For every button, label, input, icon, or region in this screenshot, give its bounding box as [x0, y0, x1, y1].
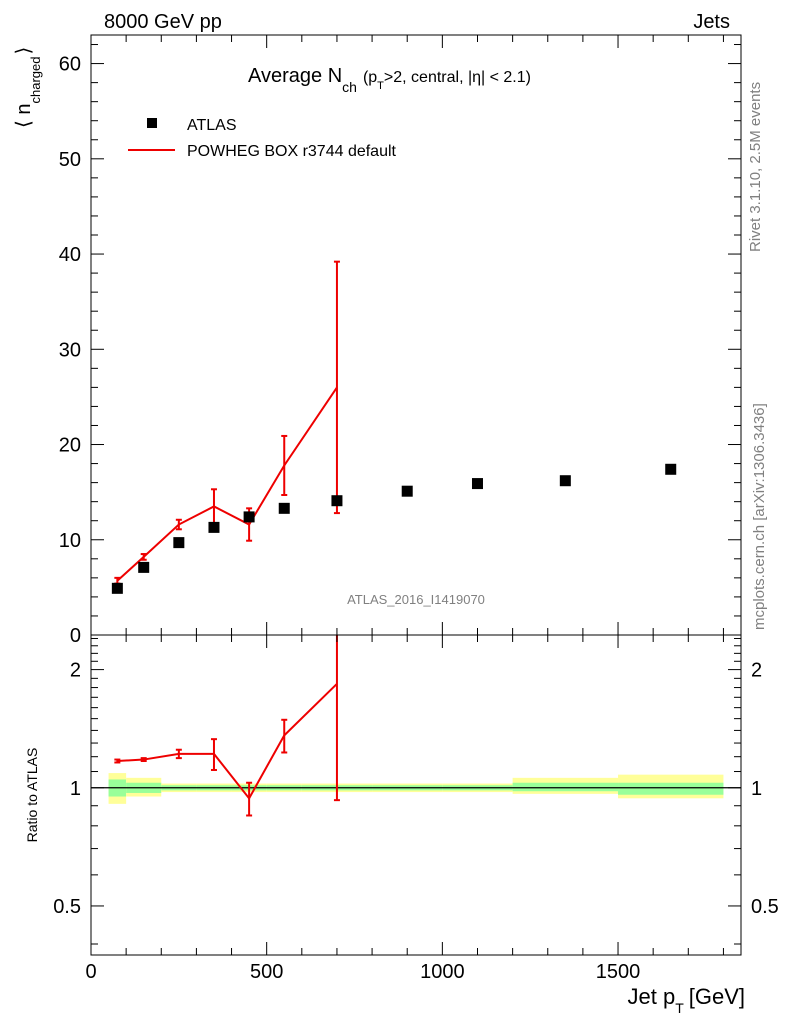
data-point: [208, 521, 220, 533]
ratio-y-tick-label: 1: [70, 778, 81, 800]
ratio-x-tick-label: 500: [250, 961, 283, 983]
ratio-panel: 0.5 0.5 1 1 2 2 0 500 1000 1500 Ratio to ATLAS J…: [24, 634, 779, 1016]
data-point: [173, 537, 185, 549]
main-y-tick-label: 0: [70, 625, 81, 647]
title-subscript: ch: [342, 79, 357, 95]
ylabel-subscript: charged: [28, 57, 43, 104]
ratio-y-tick-label: 2: [70, 660, 81, 682]
legend-data-label: ATLAS: [187, 117, 237, 134]
data-point: [331, 495, 343, 507]
ratio-y-tick-label-right: 0.5: [751, 896, 779, 918]
title-rest-tail: >2, central, |η| < 2.1): [384, 69, 531, 86]
main-mc-series: [114, 260, 340, 585]
xlabel-subscript: T: [675, 1000, 684, 1016]
header-process-label: Jets: [693, 11, 730, 33]
ylabel-main: ⟨ n: [13, 104, 35, 128]
main-y-axis-label: ⟨ ncharged ⟩: [13, 47, 43, 128]
data-point: [243, 511, 255, 523]
main-y-tick-label: 40: [59, 244, 81, 266]
rivet-version-label: Rivet 3.1.10, 2.5M events: [747, 82, 764, 252]
ratio-uncertainty-bands: [108, 773, 724, 804]
main-x-ticks: [90, 35, 724, 635]
data-point: [278, 502, 290, 514]
main-y-tick-label: 10: [59, 530, 81, 552]
title-rest-subscript: T: [377, 80, 384, 92]
ratio-y-axis: 0.5 0.5 1 1 2 2: [53, 638, 779, 945]
xlabel-main: Jet p: [627, 984, 675, 1009]
data-point: [111, 582, 123, 594]
ratio-x-tick-label: 1500: [596, 961, 641, 983]
ratio-mc-series: [114, 635, 340, 817]
xlabel-unit: [GeV]: [689, 984, 745, 1009]
title-rest: (p: [363, 69, 377, 86]
ratio-x-axis: 0 500 1000 1500: [85, 635, 724, 983]
main-y-tick-label: 60: [59, 54, 81, 76]
main-y-axis: 0 10 20 30 40 50 60: [59, 44, 741, 647]
mcplots-reference-label: mcplots.cern.ch [arXiv:1306.3436]: [751, 403, 768, 630]
ratio-x-tick-label: 0: [85, 961, 96, 983]
main-plot-title: Average Nch (pT>2, central, |η| < 2.1): [248, 65, 531, 95]
ratio-y-tick-label-right: 2: [751, 660, 762, 682]
ratio-x-axis-label: Jet pT [GeV]: [627, 984, 745, 1016]
main-y-tick-label: 50: [59, 149, 81, 171]
main-y-tick-label: 20: [59, 435, 81, 457]
ratio-y-tick-label: 0.5: [53, 896, 81, 918]
data-point: [471, 478, 483, 490]
legend-data-marker: [147, 118, 157, 128]
legend: ATLAS POWHEG BOX r3744 default: [128, 117, 397, 160]
ratio-x-tick-label: 1000: [420, 961, 465, 983]
legend-mc-label: POWHEG BOX r3744 default: [187, 143, 397, 160]
main-panel: 0 10 20 30 40 50 60 Average Nch (pT>2, central,…: [13, 34, 742, 647]
data-point: [559, 475, 571, 487]
data-point: [138, 561, 150, 573]
ylabel-end: ⟩: [13, 47, 35, 55]
uncertainty-band-inner: [512, 782, 619, 792]
title-main: Average N: [248, 65, 342, 87]
data-point: [665, 463, 677, 475]
header-energy-label: 8000 GeV pp: [104, 11, 222, 33]
ratio-y-tick-label-right: 1: [751, 778, 762, 800]
ratio-plot-frame: [90, 634, 742, 956]
data-point: [401, 485, 413, 497]
main-data-series: [111, 463, 677, 594]
watermark-analysis-id: ATLAS_2016_I1419070: [347, 592, 485, 607]
main-y-tick-label: 30: [59, 339, 81, 361]
uncertainty-band-inner: [618, 782, 724, 795]
ratio-y-axis-label: Ratio to ATLAS: [24, 748, 40, 843]
mc-line: [116, 386, 338, 582]
